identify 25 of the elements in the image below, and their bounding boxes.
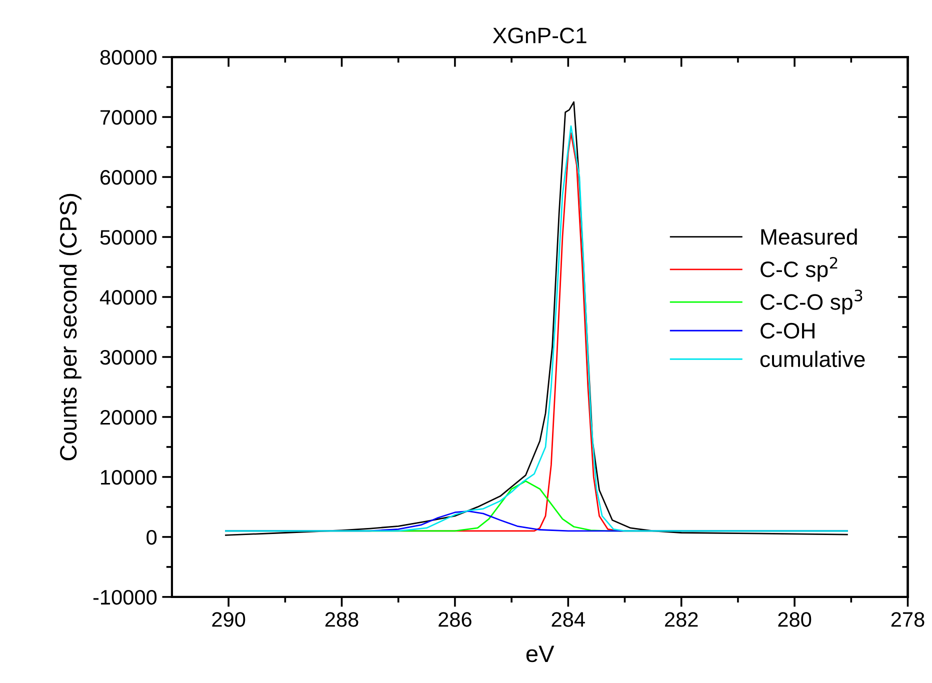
y-tick-label: 20000 bbox=[100, 410, 157, 425]
y-tick-label: 70000 bbox=[100, 110, 157, 125]
y-tick-label: 40000 bbox=[100, 290, 157, 305]
x-tick-label: 280 bbox=[778, 612, 812, 627]
legend-label: cumulative bbox=[760, 350, 865, 368]
y-tick-label: 10000 bbox=[101, 470, 157, 485]
y-tick-label: 30000 bbox=[100, 350, 157, 365]
x-tick-label: 278 bbox=[891, 612, 924, 627]
x-tick-label: 282 bbox=[665, 612, 698, 627]
legend-label: C-C sp$^{2}$ bbox=[760, 256, 838, 282]
chart-title: XGnP-C1 bbox=[492, 28, 586, 44]
legend-label: Measured bbox=[761, 228, 857, 245]
legend-label: C-OH bbox=[760, 322, 814, 339]
x-tick-label: 284 bbox=[552, 612, 585, 627]
x-tick-label: 288 bbox=[325, 612, 358, 627]
x-tick-label: 286 bbox=[438, 612, 472, 627]
y-tick-label: 0 bbox=[146, 530, 157, 545]
y-tick-label: -10000 bbox=[93, 590, 157, 605]
legend-label: C-C-O sp$^{3}$ bbox=[760, 290, 862, 314]
x-axis-title: eV bbox=[526, 646, 554, 662]
y-axis-title: Counts per second (CPS) bbox=[59, 194, 82, 460]
y-tick-label: 80000 bbox=[100, 50, 157, 65]
x-tick-label: 290 bbox=[212, 612, 246, 627]
y-tick-label: 50000 bbox=[100, 230, 157, 245]
y-tick-label: 60000 bbox=[100, 170, 157, 185]
